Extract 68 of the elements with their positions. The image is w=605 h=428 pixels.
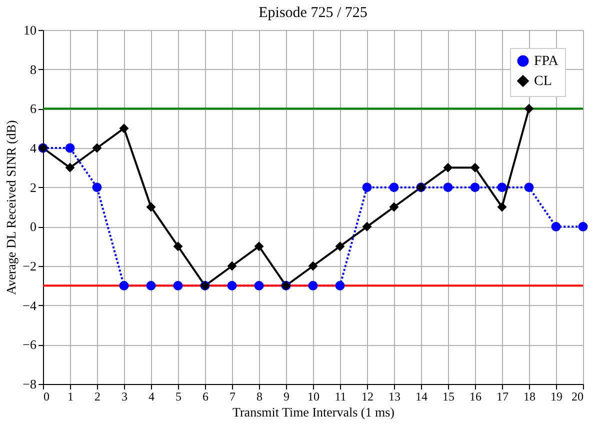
- point: [443, 162, 453, 172]
- y-tick-label: 8: [30, 62, 36, 77]
- x-tick-label: 0: [44, 390, 50, 404]
- point: [65, 162, 75, 172]
- x-tick-label: 15: [442, 390, 454, 404]
- y-tick-label: −8: [22, 376, 36, 392]
- x-tick-label: 2: [94, 390, 100, 404]
- point: [524, 104, 534, 114]
- point: [497, 202, 507, 212]
- x-tick-label: 16: [470, 390, 482, 404]
- point: [497, 182, 507, 192]
- x-tick-label: 4: [148, 390, 154, 404]
- point: [308, 261, 318, 271]
- x-tick-label: 14: [416, 390, 428, 404]
- point: [254, 280, 264, 290]
- x-tick-label: 3: [122, 390, 128, 404]
- point: [92, 182, 102, 192]
- point: [389, 202, 399, 212]
- x-tick-label: 7: [230, 390, 236, 404]
- x-tick-label: 18: [524, 390, 536, 404]
- x-tick-label: 8: [256, 390, 262, 404]
- x-tick-label: 13: [388, 390, 400, 404]
- x-tick-label: 10: [308, 390, 320, 404]
- y-tick-label: 2: [30, 180, 36, 195]
- x-tick-label: 9: [284, 390, 290, 404]
- point: [443, 182, 453, 192]
- point: [65, 143, 75, 153]
- point: [119, 280, 129, 290]
- point: [470, 162, 480, 172]
- point: [173, 242, 183, 252]
- y-tick-label: 6: [30, 101, 37, 116]
- y-axis-title: Average DL Received SINR (dB): [4, 120, 19, 295]
- x-tick-label: 20: [572, 390, 584, 404]
- x-tick-label: 5: [176, 390, 182, 404]
- x-tick-label: 19: [550, 390, 562, 404]
- chart-title: Episode 725 / 725: [258, 5, 368, 21]
- point: [578, 222, 588, 232]
- point: [92, 143, 102, 153]
- point: [146, 202, 156, 212]
- point: [389, 182, 399, 192]
- point: [119, 124, 129, 134]
- y-tick-label: 0: [30, 219, 36, 234]
- point: [551, 222, 561, 232]
- point: [308, 280, 318, 290]
- y-tick-label: −2: [22, 258, 36, 274]
- point: [227, 261, 237, 271]
- point: [335, 280, 345, 290]
- point: [362, 182, 372, 192]
- y-tick-label: −6: [22, 337, 37, 352]
- point: [254, 242, 264, 252]
- point: [470, 182, 480, 192]
- point: [146, 280, 156, 290]
- x-tick-label: 17: [496, 390, 508, 404]
- x-tick-label: 6: [202, 390, 208, 404]
- x-axis-title: Transmit Time Intervals (1 ms): [232, 404, 395, 420]
- y-tick-label: 10: [24, 22, 36, 38]
- y-tick-label: 4: [30, 140, 37, 156]
- point: [227, 280, 237, 290]
- legend-label: FPA: [534, 54, 560, 69]
- x-tick-label: 1: [68, 390, 74, 404]
- point: [362, 222, 372, 232]
- point: [173, 280, 183, 290]
- y-tick-label: −4: [22, 298, 37, 313]
- point: [335, 242, 345, 252]
- legend-label: CL: [534, 74, 552, 89]
- x-tick-label: 12: [362, 390, 374, 404]
- point: [524, 182, 534, 192]
- x-tick-label: 11: [334, 390, 346, 404]
